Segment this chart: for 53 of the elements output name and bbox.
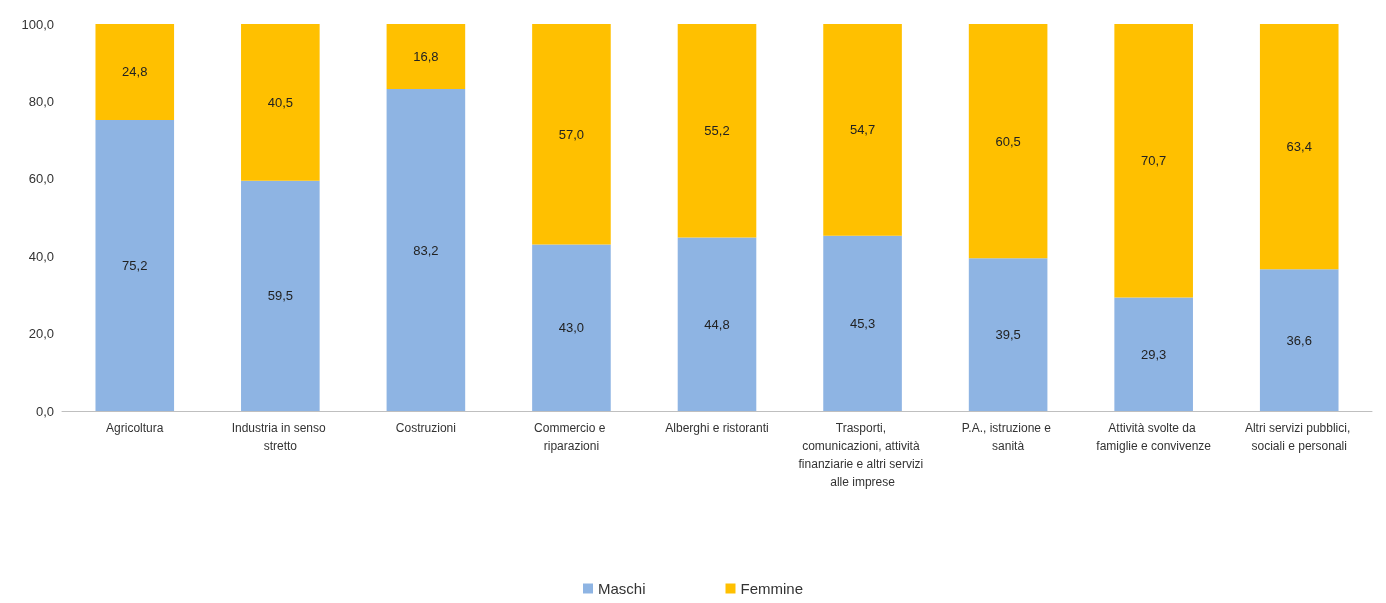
x-tick-label: Industria in senso stretto: [231, 421, 330, 453]
data-label: 36,6: [1286, 332, 1312, 348]
bar: [241, 180, 320, 411]
bar: [1259, 24, 1339, 270]
data-label: 24,8: [122, 64, 148, 80]
data-label: 16,8: [413, 49, 439, 65]
x-tick-label: Alberghi e ristoranti: [665, 421, 769, 435]
bar: [386, 89, 466, 411]
bar: [1114, 24, 1193, 298]
y-tick-label: 60,0: [28, 171, 54, 187]
bar: [968, 258, 1048, 411]
bar: [241, 24, 320, 181]
x-tick-label: Altri servizi pubblici, sociali e personali: [1244, 421, 1354, 453]
y-tick-label: 80,0: [28, 93, 54, 109]
data-label: 70,7: [1141, 153, 1167, 169]
x-tick-label: Agricoltura: [106, 421, 164, 435]
bar: [1114, 297, 1193, 411]
data-label: 44,8: [704, 316, 730, 332]
bar: [386, 24, 466, 90]
data-label: 63,4: [1286, 139, 1312, 155]
bar: [532, 244, 611, 411]
data-label: 60,5: [995, 133, 1021, 149]
y-tick-label: 20,0: [28, 326, 54, 342]
bar: [968, 24, 1048, 259]
legend-label: Maschi: [597, 580, 646, 597]
bar: [823, 24, 902, 236]
bar: [677, 237, 757, 411]
y-tick-label: 0,0: [35, 403, 54, 419]
bar: [677, 24, 757, 238]
y-tick-label: 40,0: [28, 248, 54, 264]
data-label: 83,2: [413, 242, 439, 258]
bar: [532, 24, 611, 245]
data-label: 43,0: [558, 320, 585, 336]
x-tick-label: Commercio e riparazioni: [534, 421, 609, 453]
data-label: 54,7: [849, 122, 876, 138]
data-label: 75,2: [122, 257, 148, 273]
data-label: 59,5: [267, 288, 293, 304]
x-tick-label: P.A., istruzione e sanità: [961, 421, 1055, 453]
data-label: 29,3: [1141, 346, 1167, 362]
legend-label: Femmine: [740, 580, 804, 597]
bar: [95, 24, 175, 120]
data-label: 55,2: [704, 123, 730, 139]
bar: [823, 235, 902, 411]
data-label: 57,0: [558, 126, 585, 142]
x-tick-label: Costruzioni: [395, 421, 456, 435]
bar: [1259, 269, 1339, 411]
bar: [95, 119, 175, 411]
data-label: 40,5: [267, 94, 293, 110]
x-tick-label: Attività svolte da famiglie e convivenze: [1096, 421, 1212, 453]
y-tick-label: 100,0: [21, 16, 54, 32]
x-tick-label: Trasporti, comunicazioni, attività finanziarie e altri servizi alle imprese: [798, 421, 927, 489]
data-label: 39,5: [995, 327, 1021, 343]
data-label: 45,3: [849, 315, 876, 331]
